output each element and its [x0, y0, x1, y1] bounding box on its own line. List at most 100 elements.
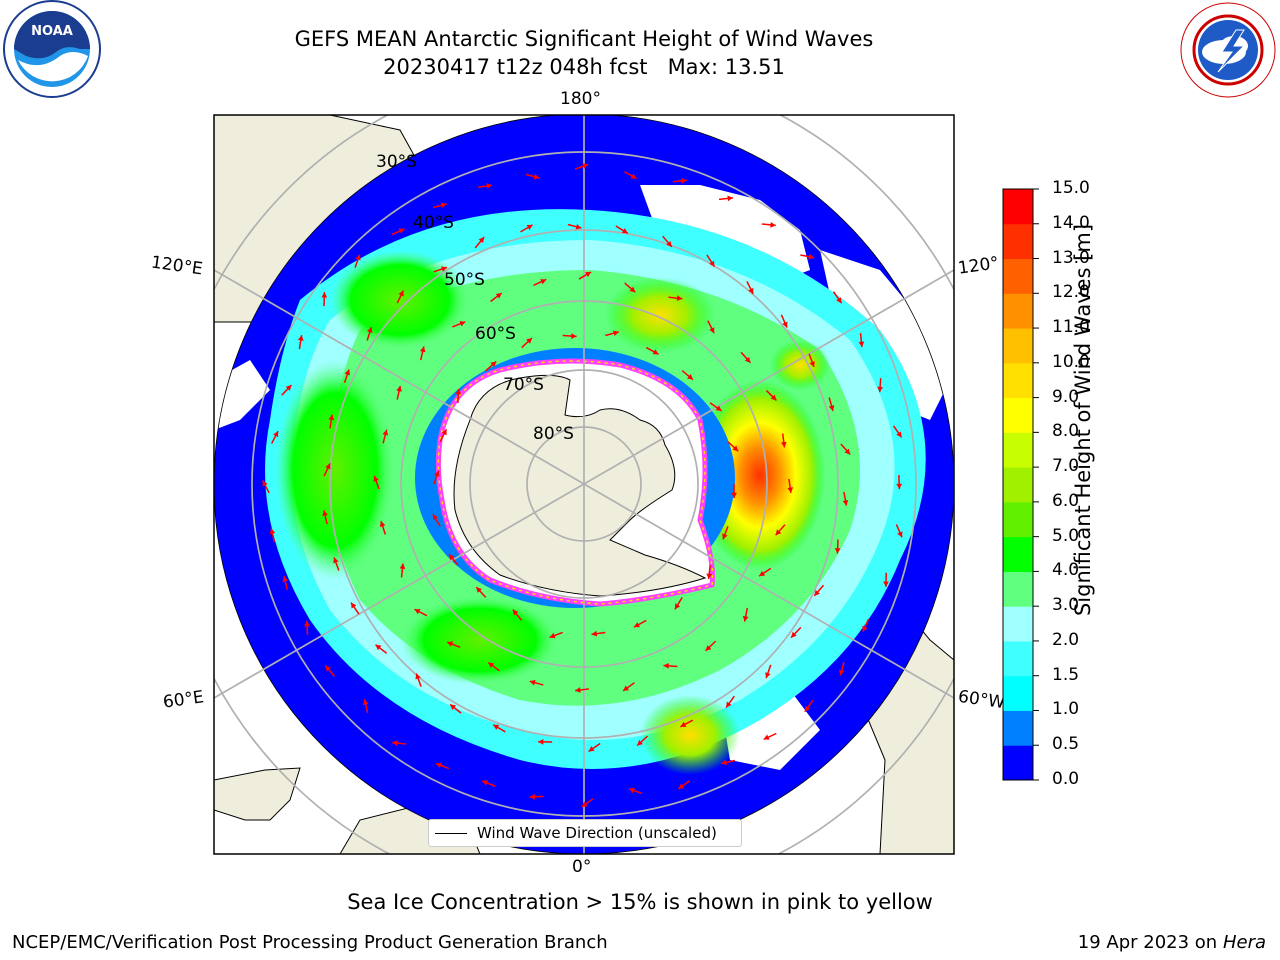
colorbar-tick-label: 0.0	[1052, 769, 1080, 789]
wave-arrow-head	[621, 228, 628, 234]
wave-arrow-head	[791, 631, 797, 638]
wave-arrow-head	[382, 429, 389, 436]
wave-arrow-head	[804, 705, 811, 712]
wave-arrow-head	[262, 480, 268, 487]
wave-arrow-head	[775, 529, 782, 536]
wave-arrow-head	[744, 356, 751, 363]
wave-arrow-head	[415, 673, 421, 680]
lat-label-50: 50°S	[444, 270, 485, 290]
wave-arrow-head	[321, 292, 328, 298]
wave-arrow-head	[780, 441, 787, 448]
lon-label-top: 180°	[560, 89, 601, 109]
wave-arrow-head	[666, 241, 672, 247]
wave-arrow-head	[858, 341, 865, 348]
wave-arrow-head	[367, 327, 373, 333]
colorbar-tick-label: 2.0	[1052, 629, 1080, 650]
wave-arrow-head	[770, 394, 777, 401]
wave-arrow-head	[529, 679, 536, 686]
wave-arrow-head	[398, 290, 404, 297]
colorbar-tick-label: 15.0	[1052, 178, 1090, 198]
wave-arrow-head	[588, 746, 595, 752]
wave-arrow-head	[526, 338, 532, 344]
wave-arrow-head	[325, 463, 331, 470]
wave-arrow-head	[538, 739, 544, 745]
wave-arrow-head	[398, 228, 405, 234]
wave-arrow-head	[836, 297, 842, 304]
wave-arrow-head	[681, 177, 687, 184]
wave-arrow-head	[432, 514, 439, 521]
wave-arrow-head	[392, 740, 398, 746]
noaa-logo: NOAA	[3, 0, 101, 98]
footer-host: Hera	[1222, 932, 1266, 953]
wave-arrow-head	[478, 237, 485, 243]
wave-arrow-head	[652, 349, 659, 355]
wave-arrow-head	[459, 321, 466, 327]
wave-arrow-head	[834, 548, 841, 554]
wave-arrow-head	[549, 632, 556, 639]
wave-arrow-head	[748, 287, 754, 294]
wave-arrow-head	[495, 293, 502, 299]
wave-arrow-head	[482, 780, 489, 786]
colorbar-tick-label: 14.0	[1052, 212, 1090, 233]
wave-arrow-head	[582, 163, 589, 169]
wave-arrow-head	[373, 475, 379, 482]
wave-arrow-head	[344, 369, 351, 376]
colorbar-tick-label: 8.0	[1052, 421, 1080, 442]
lat-label-30: 30°S	[376, 152, 417, 172]
wave-arrow-head	[732, 445, 739, 452]
wave-arrow-head	[842, 499, 849, 506]
wave-arrow-head	[629, 286, 636, 293]
wave-arrow-head	[828, 405, 835, 411]
colorbar-tick-label: 4.0	[1052, 560, 1080, 581]
wave-arrow-head	[282, 576, 289, 582]
wave-arrow-head	[414, 609, 421, 615]
wave-arrow-head	[375, 644, 382, 651]
wave-arrow-head	[379, 521, 386, 528]
wave-arrow-head	[727, 195, 733, 202]
wave-arrow-head	[706, 573, 713, 580]
lon-label-bottom: 0°	[572, 857, 592, 877]
wave-arrow-head	[808, 253, 815, 260]
lat-label-60: 60°S	[475, 324, 516, 344]
wave-arrow-head	[512, 609, 519, 616]
map-title-line1: GEFS MEAN Antarctic Significant Height o…	[294, 27, 874, 51]
wave-arrow-head	[676, 295, 683, 302]
svg-text:NOAA: NOAA	[31, 24, 73, 39]
wave-arrow-head	[637, 739, 643, 746]
wave-arrow-head	[455, 388, 462, 395]
footer-date-text: 19 Apr 2023 on	[1077, 932, 1223, 953]
wave-arrow-head	[613, 330, 619, 336]
wave-arrow-head	[623, 685, 630, 691]
colorbar-tick-label: 1.0	[1052, 699, 1080, 720]
wave-arrow-head	[763, 734, 770, 740]
wave-arrow-head	[687, 374, 693, 380]
wave-arrow-head	[787, 487, 794, 493]
lat-label-40: 40°S	[413, 213, 454, 233]
wave-arrow-head	[759, 570, 766, 577]
wave-arrow-head	[285, 385, 292, 391]
wave-arrow-head	[322, 510, 328, 517]
wave-arrow-head	[883, 581, 889, 587]
wave-arrow-head	[396, 385, 402, 392]
colorbar-tick-label: 6.0	[1052, 490, 1080, 511]
wave-arrow-head	[571, 333, 577, 339]
wave-arrow-head	[814, 589, 820, 596]
wave-arrow-head	[634, 622, 641, 628]
wave-direction-arrows	[262, 163, 903, 808]
wave-arrow-head	[709, 260, 715, 267]
wave-arrow-head	[273, 431, 279, 438]
wave-arrow-head	[782, 321, 788, 328]
wave-arrow-head	[709, 327, 715, 334]
colorbar-tick-label: 7.0	[1052, 456, 1080, 477]
wave-arrow-head	[575, 687, 581, 693]
wave-arrow-head	[809, 361, 815, 368]
wave-arrow-head	[440, 202, 447, 209]
wave-arrow-head	[447, 641, 454, 647]
colorbar-tick-label: 9.0	[1052, 386, 1080, 407]
footer-credit: NCEP/EMC/Verification Post Processing Pr…	[12, 932, 608, 953]
wave-arrow-head	[328, 414, 335, 421]
colorbar-tick-label: 10.0	[1052, 351, 1090, 372]
wave-arrow-head	[435, 762, 442, 769]
wave-arrow-head	[362, 699, 369, 706]
lat-label-80: 80°S	[533, 424, 574, 444]
